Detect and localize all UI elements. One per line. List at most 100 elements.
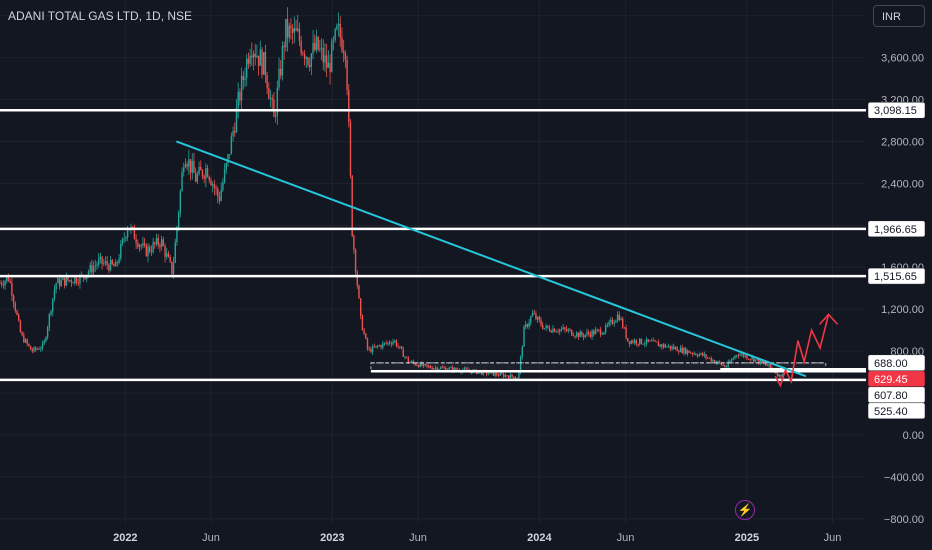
candle-body — [593, 330, 595, 335]
x-tick-label[interactable]: Jun — [409, 532, 427, 544]
y-tick-label[interactable]: −400.00 — [884, 472, 924, 484]
candle-body — [388, 342, 391, 344]
candle-body — [349, 121, 352, 176]
candle-body — [564, 327, 566, 330]
candle-body — [652, 340, 655, 342]
candle-body — [40, 348, 42, 350]
candle-body — [414, 362, 416, 365]
candle-body — [380, 345, 382, 348]
candle-body — [678, 351, 680, 353]
candle-body — [137, 243, 139, 247]
candle-body — [358, 285, 360, 299]
candle-body — [632, 340, 634, 343]
y-tick-label[interactable]: 0.00 — [903, 430, 924, 442]
candle-body — [269, 98, 272, 99]
candle-body — [348, 89, 350, 122]
candle-body — [183, 167, 185, 172]
candle-body — [713, 360, 716, 364]
price-axis[interactable]: −800.00−400.000.00400.00800.001,200.001,… — [867, 11, 926, 526]
candle-body — [14, 303, 17, 311]
candle-body — [463, 368, 466, 371]
candle-body — [285, 18, 287, 48]
candle-body — [732, 358, 734, 360]
candle-body — [650, 340, 653, 342]
lightning-icon[interactable]: ⚡ — [735, 500, 755, 520]
candle-body — [622, 318, 624, 328]
candle-body — [69, 280, 71, 281]
candle-body — [511, 374, 513, 377]
candle-body — [553, 328, 556, 332]
x-tick-label[interactable]: 2025 — [735, 532, 759, 544]
candle-body — [642, 343, 644, 345]
candle-body — [424, 363, 427, 365]
currency-button[interactable]: INR — [873, 5, 925, 27]
candle-body — [232, 131, 234, 136]
candle-body — [385, 342, 387, 344]
candle-body — [75, 277, 78, 283]
candle-body — [166, 253, 168, 257]
x-tick-label[interactable]: Jun — [202, 532, 220, 544]
candle-body — [630, 340, 632, 344]
candle-body — [21, 332, 23, 336]
y-tick-label[interactable]: 2,800.00 — [881, 136, 924, 148]
candle-body — [273, 99, 275, 117]
candle-body — [455, 367, 457, 370]
candle-body — [742, 353, 745, 357]
candle-body — [63, 277, 66, 286]
candle-body — [111, 259, 113, 265]
candle-body — [417, 365, 420, 367]
price-label-badge — [867, 402, 926, 420]
candle-body — [616, 314, 619, 321]
candle-body — [205, 168, 207, 179]
candle-body — [29, 346, 32, 350]
candle-body — [494, 372, 496, 376]
candle-body — [235, 107, 238, 133]
candle-body — [116, 261, 119, 263]
candle-body — [6, 277, 8, 281]
time-axis[interactable]: 2022 Jun 2023 Jun 2024 Jun 2025 Jun — [113, 532, 841, 544]
candle-body — [531, 313, 534, 317]
candle-body — [196, 174, 199, 182]
candle-body — [171, 261, 173, 274]
price-label: 3,098.15 — [874, 105, 917, 117]
candle-body — [480, 371, 483, 375]
candle-body — [286, 18, 289, 38]
candle-body — [412, 361, 415, 363]
candle-body — [686, 350, 689, 354]
candle-body — [545, 325, 547, 329]
candle-body — [336, 25, 338, 30]
candle-body — [657, 342, 660, 347]
candle-body — [780, 374, 782, 377]
x-tick-label[interactable]: 2024 — [527, 532, 552, 544]
x-tick-label[interactable]: Jun — [824, 532, 842, 544]
candle-body — [303, 53, 306, 59]
candle-body — [759, 360, 762, 364]
y-tick-label[interactable]: 1,200.00 — [881, 304, 924, 316]
x-tick-label[interactable]: 2023 — [320, 532, 344, 544]
candle-body — [559, 329, 561, 332]
candle-body — [2, 284, 5, 286]
candle-body — [41, 343, 44, 349]
y-tick-label[interactable]: 2,400.00 — [881, 178, 924, 190]
candle-body — [281, 45, 284, 76]
x-tick-label[interactable]: Jun — [617, 532, 635, 544]
y-tick-label[interactable]: 3,600.00 — [881, 53, 924, 65]
candle-body — [674, 347, 677, 349]
candle-body — [298, 28, 301, 41]
candle-body — [428, 366, 430, 367]
candle-body — [370, 349, 372, 353]
candle-body — [240, 75, 243, 101]
y-tick-label[interactable]: −800.00 — [884, 514, 924, 526]
candle-body — [307, 57, 309, 66]
candle-body — [477, 372, 479, 374]
x-tick-label[interactable]: 2022 — [113, 532, 137, 544]
candle-body — [519, 356, 522, 372]
candle-body — [489, 372, 491, 374]
candle-body — [431, 367, 433, 370]
candle-body — [4, 280, 6, 286]
candle-body — [645, 339, 648, 344]
candle-body — [579, 331, 581, 338]
candle-body — [177, 212, 180, 228]
candle-body — [730, 359, 733, 362]
